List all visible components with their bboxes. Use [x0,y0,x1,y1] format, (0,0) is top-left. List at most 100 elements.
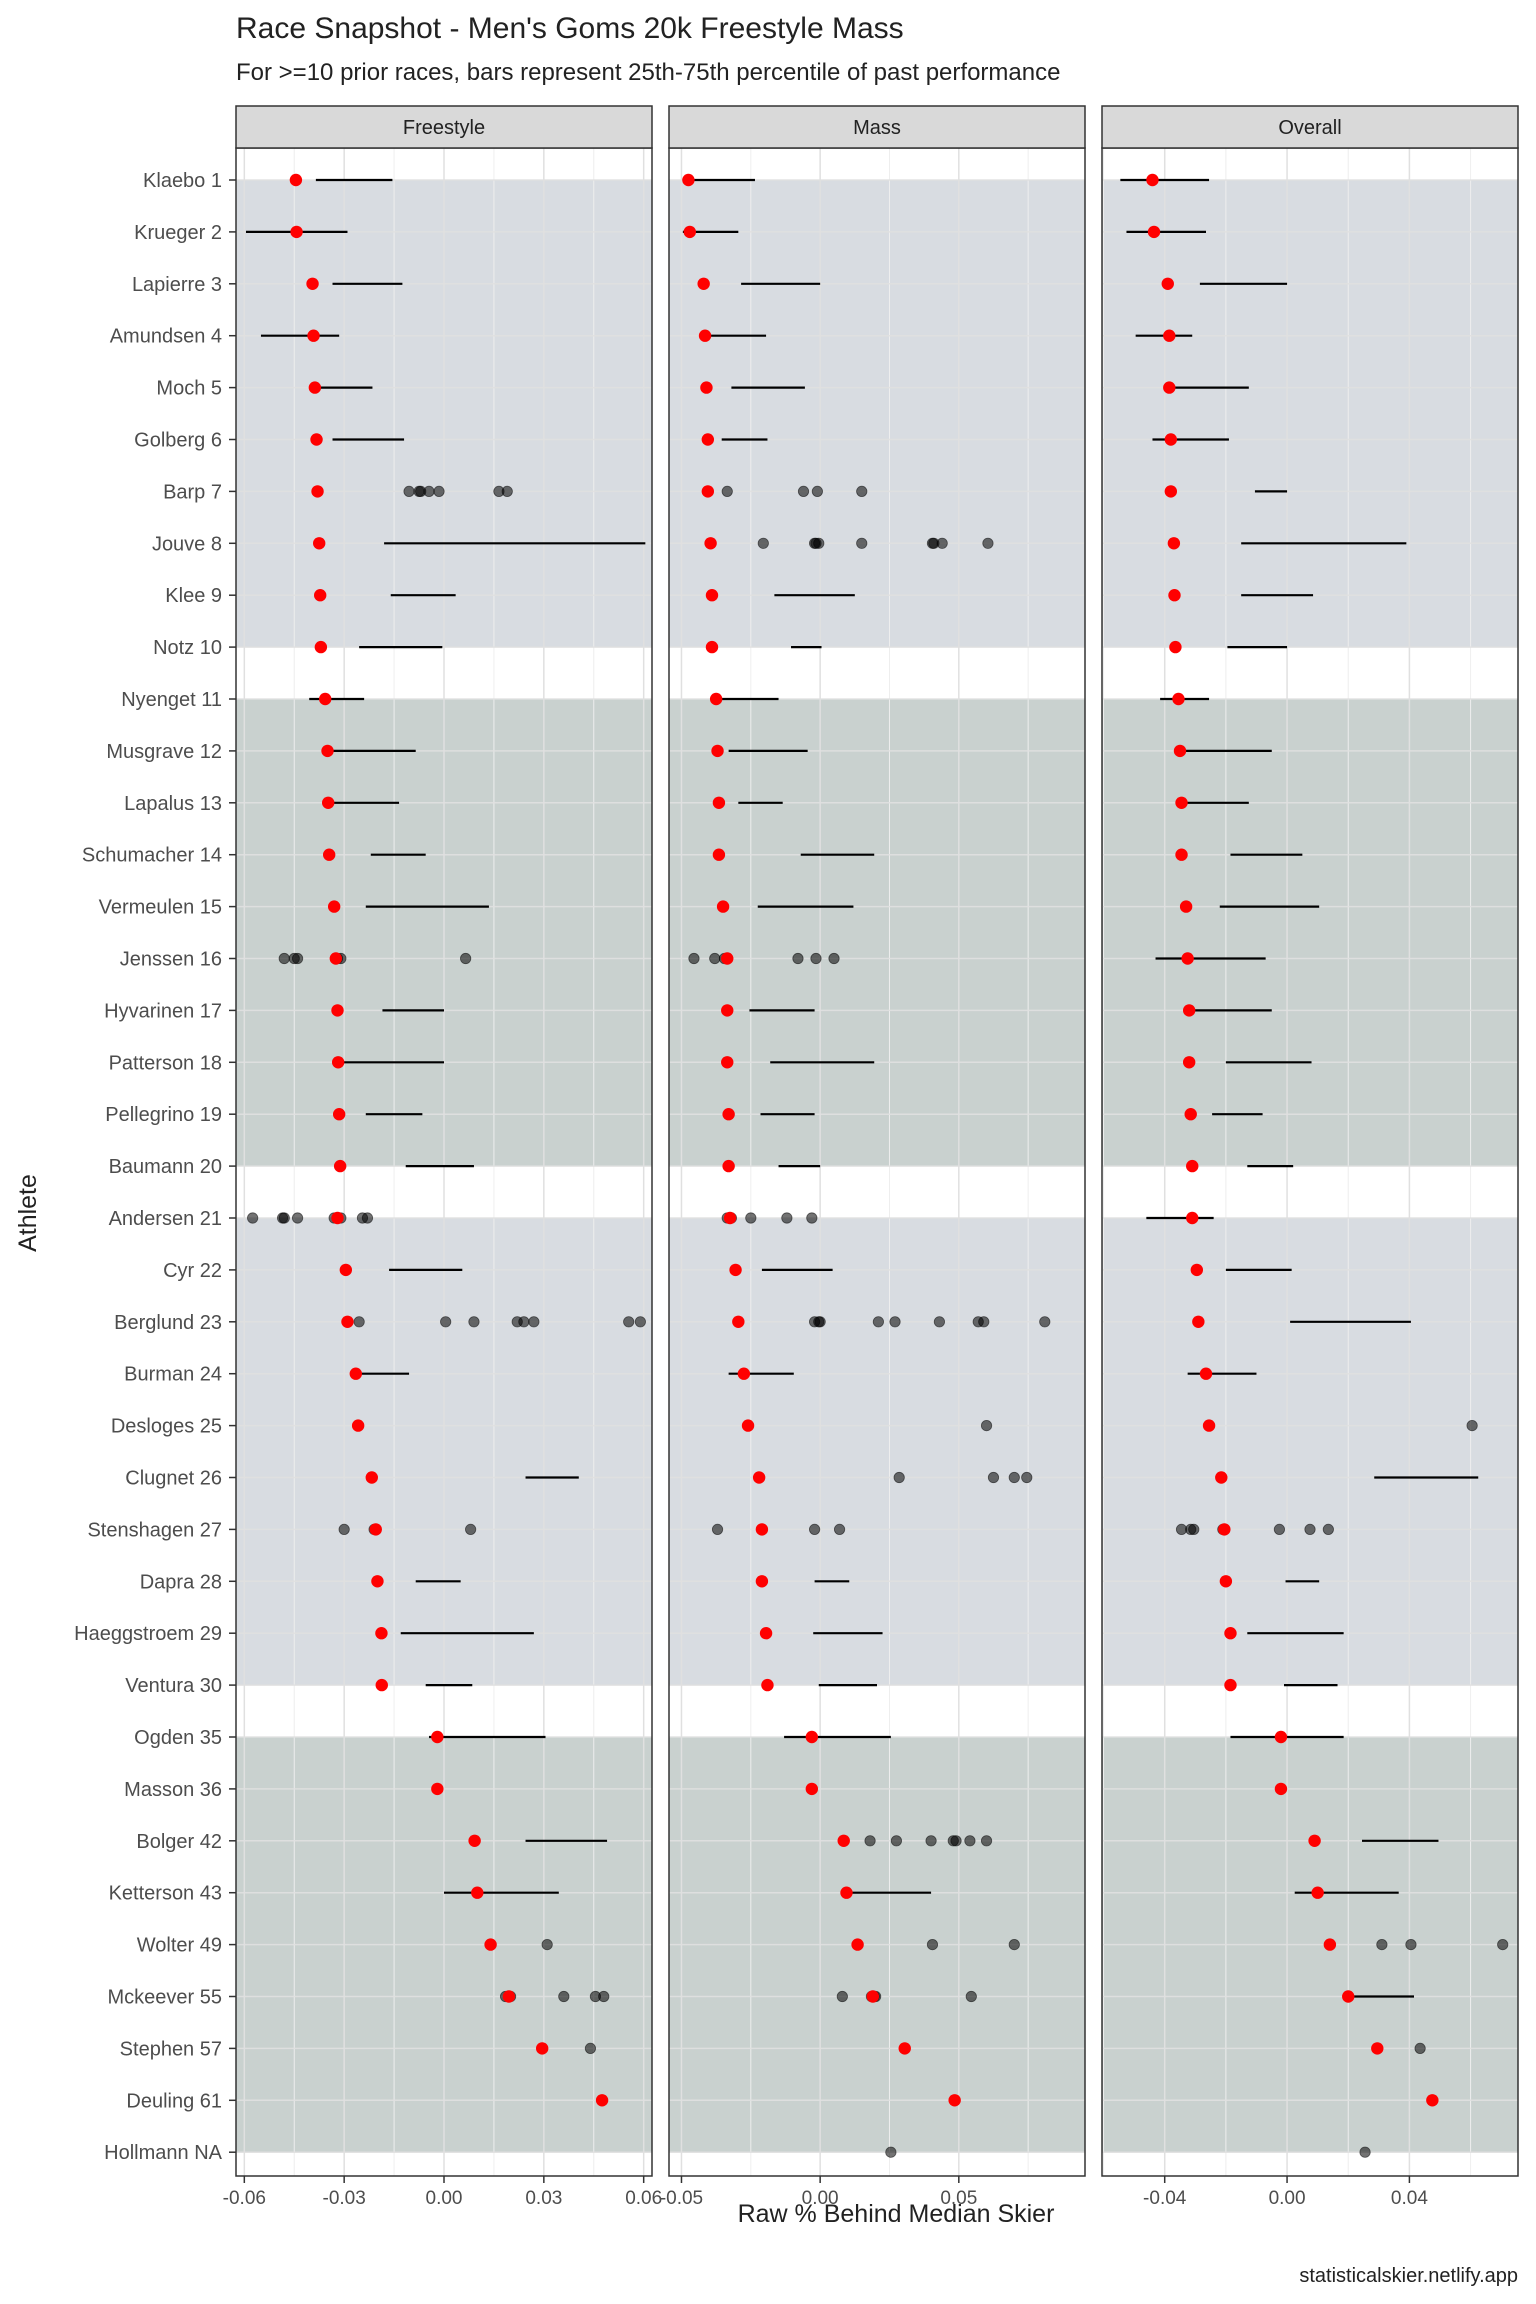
y-tick-label: Hyvarinen 17 [104,1000,222,1022]
y-tick-label: Klaebo 1 [143,170,222,192]
past-race-point [1008,1939,1020,1951]
current-race-point [321,796,335,809]
current-race-point [314,640,328,654]
past-race-point [745,1212,757,1224]
x-tick-label: -0.05 [660,2188,703,2209]
current-race-point [741,1419,755,1432]
current-race-point [1342,1990,1355,2003]
current-race-point [595,2094,609,2107]
current-race-point [1274,1782,1288,1796]
current-race-point [898,2042,911,2055]
current-race-point [1169,640,1182,654]
row-band [669,180,1085,648]
y-tick-label: Ketterson 43 [109,1883,222,1905]
y-tick-label: Dapra 28 [140,1571,222,1593]
past-race-point [964,1835,976,1847]
current-race-point [1199,1367,1213,1380]
past-race-point [1008,1471,1020,1484]
y-tick-label: Wolter 49 [137,1935,222,1957]
past-race-point [291,1212,304,1224]
past-race-point [806,1212,818,1224]
current-race-point [722,1108,735,1121]
y-tick-label: Pellegrino 19 [105,1104,222,1126]
y-tick-label: Patterson 18 [109,1052,222,1074]
current-race-point [761,1678,774,1692]
facet-panels: Freestyle -0.06 -0.03 0.00 0.03 0.06 Mass -0.05… [223,105,1519,2209]
past-race-point [338,1523,350,1536]
current-race-point [851,1938,864,1951]
y-tick-label: Amundsen 4 [110,326,222,348]
past-race-point [813,537,825,549]
past-race-point [1039,1316,1051,1328]
current-race-point [1219,1575,1233,1588]
y-tick-label: Moch 5 [156,378,222,400]
y-tick-label: Jouve 8 [152,533,222,555]
row-band [669,699,1085,1167]
current-race-point [1184,1108,1197,1121]
current-race-point [712,796,726,809]
y-tick-label: Stenshagen 27 [87,1519,222,1541]
x-tick-label: 0.00 [802,2188,839,2209]
past-race-point [889,1316,901,1328]
current-race-point [471,1886,484,1899]
past-race-point [978,1316,990,1328]
past-race-point [623,1316,635,1328]
current-race-point [535,2042,549,2055]
past-race-point [468,1316,480,1328]
current-race-point [1215,1471,1228,1484]
past-race-point [598,1990,610,2003]
current-race-point [1175,848,1188,861]
y-tick-label: Desloges 25 [111,1416,222,1438]
current-race-point [1181,952,1194,965]
facet-strip [668,105,1086,149]
current-race-point [1172,692,1185,706]
past-race-point [278,1212,290,1224]
y-tick-label: Barp 7 [163,481,222,503]
past-race-point [528,1316,540,1328]
y-tick-label: Haeggstroem 29 [74,1623,222,1645]
y-tick-label: Klee 9 [165,585,222,607]
past-race-point [856,537,868,549]
current-race-point [1308,1834,1321,1848]
past-race-point [440,1316,452,1328]
x-tick-label: -0.04 [1143,2188,1187,2209]
past-race-point [811,485,823,497]
current-race-point [311,485,324,498]
past-race-point [885,2146,897,2158]
current-race-point [737,1367,751,1380]
current-race-point [705,640,719,654]
past-race-point [792,952,804,965]
y-tick-label: Ogden 35 [134,1727,222,1749]
past-race-point [757,537,769,549]
past-race-point [465,1523,477,1536]
y-tick-label: Schumacher 14 [82,845,222,867]
current-race-point [331,1004,344,1017]
x-tick-label: 0.06 [625,2188,662,2209]
y-tick-label: Bolger 42 [136,1831,222,1853]
current-race-point [1190,1263,1204,1277]
current-race-point [840,1886,853,1899]
panel-freestyle: Freestyle -0.06 -0.03 0.00 0.03 0.06 [223,105,662,2209]
current-race-point [948,2094,961,2107]
y-tick-label: Clugnet 26 [125,1468,222,1490]
x-tick-label: 0.04 [1391,2188,1428,2209]
current-race-point [755,1575,769,1588]
x-axis-label: Raw % Behind Median Skier [738,2200,1055,2228]
past-race-point [291,952,304,965]
current-race-point [1371,2042,1384,2055]
current-race-point [290,225,303,239]
current-race-point [1186,1159,1199,1173]
y-tick-label: Musgrave 12 [106,741,222,763]
facet-strip-label: Freestyle [403,117,485,139]
past-race-point [864,1835,876,1847]
current-race-point [375,1678,388,1692]
past-race-point [1414,2042,1426,2054]
current-race-point [1167,537,1181,550]
past-race-point [1304,1523,1316,1536]
past-race-point [1273,1523,1286,1536]
past-race-point [433,485,445,497]
current-race-point [484,1938,497,1951]
current-race-point [331,1211,344,1225]
current-race-point [1323,1938,1337,1951]
